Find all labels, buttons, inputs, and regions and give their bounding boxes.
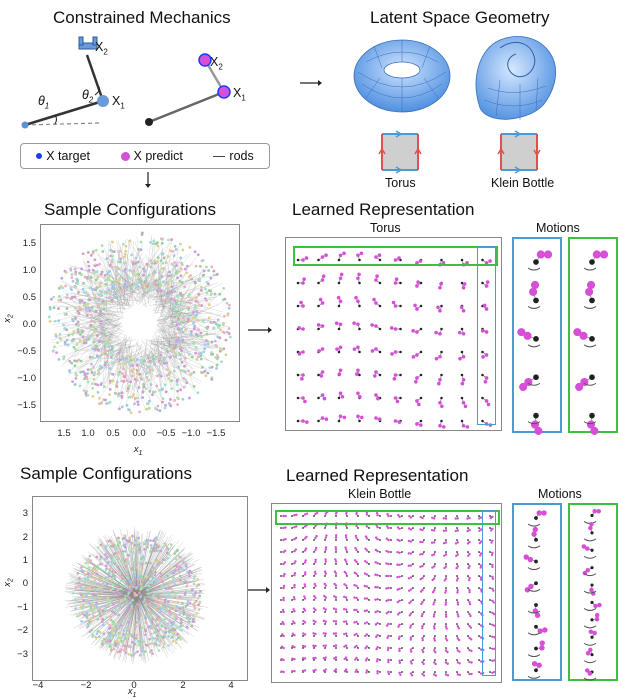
y-tick-label: −2 <box>17 625 28 636</box>
klein-square-diagram <box>497 130 541 174</box>
torus-col-highlight <box>477 246 496 425</box>
torus-square-diagram <box>378 130 422 174</box>
motions-blue-panel-2 <box>512 503 562 681</box>
scatter2-ylabel: x2 <box>2 578 15 586</box>
torus-label: Torus <box>385 176 416 190</box>
arrow-right-icon-2 <box>248 325 272 335</box>
motions-blue-panel-1 <box>512 237 562 433</box>
klein-row-highlight <box>275 510 500 525</box>
y-tick-label: −3 <box>17 649 28 660</box>
y-tick-label: 3 <box>23 508 28 519</box>
motions-blue-1 <box>514 239 560 431</box>
motions-green-panel-1 <box>568 237 618 433</box>
scatter2-xlabel: x1 <box>128 686 136 699</box>
y-tick-label: 1 <box>23 555 28 566</box>
klein-bottle-label: Klein Bottle <box>491 176 554 190</box>
motions-green-1 <box>570 239 616 431</box>
y-tick-label: −1 <box>17 602 28 613</box>
klein-bottle-shape <box>470 28 560 124</box>
arrow-right-icon <box>300 78 322 88</box>
torus-row-highlight <box>293 246 498 266</box>
klein-grid-panel <box>271 503 502 683</box>
torus-grid-title: Torus <box>370 221 401 235</box>
x-tick-label: −4 <box>33 680 44 691</box>
arrow-right-icon-3 <box>248 585 270 595</box>
y-tick-label: 0 <box>23 578 28 589</box>
motions-title-2: Motions <box>538 487 582 501</box>
x-tick-label: 2 <box>180 680 185 691</box>
latent-space-title: Latent Space Geometry <box>370 8 550 28</box>
torus-grid-panel <box>285 237 502 431</box>
x-tick-label: 4 <box>228 680 233 691</box>
learned-representation-title-2: Learned Representation <box>286 466 468 486</box>
torus-shape <box>352 32 452 120</box>
motions-title-1: Motions <box>536 221 580 235</box>
motions-blue-2 <box>514 505 560 679</box>
klein-col-highlight <box>482 510 496 676</box>
motions-green-panel-2 <box>568 503 618 681</box>
x-tick-label: −2 <box>81 680 92 691</box>
y-tick-label: 2 <box>23 532 28 543</box>
learned-representation-title-1: Learned Representation <box>292 200 474 220</box>
klein-grid-title: Klein Bottle <box>348 487 411 501</box>
torus-grid <box>286 238 501 430</box>
klein-grid <box>272 504 501 682</box>
motions-green-2 <box>570 505 616 679</box>
